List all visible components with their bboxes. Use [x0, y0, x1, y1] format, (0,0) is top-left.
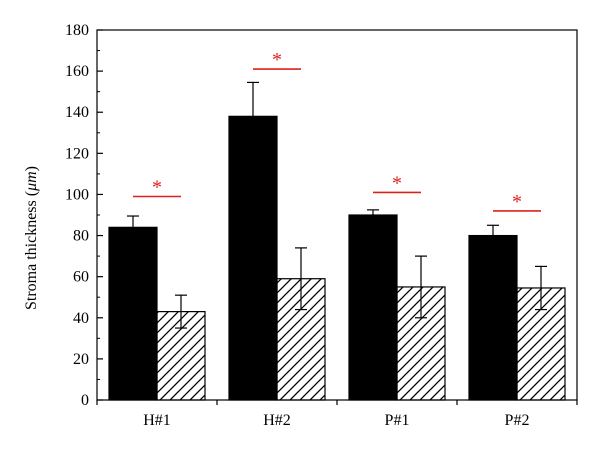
significance-star: *	[272, 49, 282, 71]
y-axis-title-suffix: )	[23, 166, 40, 171]
y-tick-label: 120	[65, 145, 89, 162]
y-tick-label: 160	[65, 63, 89, 80]
error-bar	[295, 247, 307, 311]
x-tick-label: H#2	[263, 412, 291, 429]
y-tick-label: 60	[73, 269, 89, 286]
significance-layer: * * * *	[133, 49, 541, 213]
error-bar	[175, 294, 187, 329]
error-bar	[415, 255, 427, 319]
error-bar	[367, 209, 379, 221]
significance-star: *	[512, 191, 522, 213]
bar-solid	[108, 226, 158, 401]
bar-solid	[348, 214, 398, 401]
y-axis-title-unit: μm	[23, 171, 40, 192]
y-tick-label: 40	[73, 310, 89, 327]
error-bar	[127, 215, 139, 240]
y-tick-label: 100	[65, 186, 89, 203]
error-bars-layer	[127, 81, 547, 329]
x-axis: H#1 H#2 P#1 P#2	[96, 400, 578, 429]
y-tick-label: 180	[65, 22, 89, 39]
x-tick-label: P#2	[505, 412, 530, 429]
bar-solid	[468, 234, 518, 401]
y-tick-label: 80	[73, 228, 89, 245]
x-tick-label: H#1	[143, 412, 171, 429]
error-bar	[535, 265, 547, 311]
bar-solid	[228, 115, 278, 401]
error-bar	[487, 224, 499, 247]
y-tick-label: 0	[81, 392, 89, 409]
significance-star: *	[392, 172, 402, 194]
y-tick-label: 140	[65, 104, 89, 121]
bars-layer	[108, 115, 566, 401]
y-tick-label: 20	[73, 351, 89, 368]
x-tick-label: P#1	[385, 412, 410, 429]
y-axis: 0 20 40 60 80 100 120 140 160 180	[65, 22, 103, 409]
significance-star: *	[152, 177, 162, 199]
error-bar	[247, 81, 259, 151]
y-axis-title-prefix: Stroma thickness (	[23, 191, 40, 310]
y-axis-title: Stroma thickness (μm)	[23, 166, 40, 310]
